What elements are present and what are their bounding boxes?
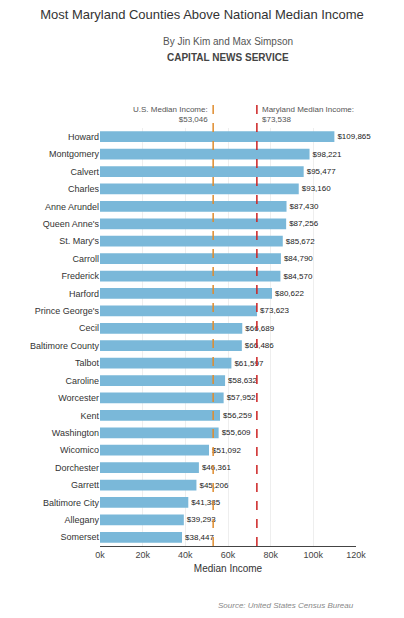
svg-text:$95,477: $95,477: [307, 167, 336, 176]
svg-text:$66,689: $66,689: [245, 324, 274, 333]
svg-text:$93,160: $93,160: [302, 184, 331, 193]
svg-text:60k: 60k: [221, 550, 236, 560]
svg-text:$56,259: $56,259: [223, 411, 252, 420]
svg-text:Median Income: Median Income: [194, 563, 263, 574]
svg-text:Talbot: Talbot: [75, 358, 100, 368]
svg-text:Prince George's: Prince George's: [35, 306, 100, 316]
svg-text:Dorchester: Dorchester: [55, 463, 99, 473]
svg-text:Howard: Howard: [68, 132, 99, 142]
svg-text:$51,092: $51,092: [212, 446, 241, 455]
svg-text:$46,361: $46,361: [202, 463, 231, 472]
svg-text:Calvert: Calvert: [70, 167, 99, 177]
svg-text:$39,293: $39,293: [187, 515, 216, 524]
svg-text:Most Maryland Counties Above N: Most Maryland Counties Above National Me…: [40, 7, 364, 22]
svg-text:$38,447: $38,447: [185, 533, 214, 542]
svg-text:Allegany: Allegany: [64, 515, 99, 525]
svg-text:Carroll: Carroll: [72, 254, 99, 264]
svg-text:Maryland Median Income:$73,538: Maryland Median Income:$73,538: [262, 105, 354, 124]
svg-text:Frederick: Frederick: [61, 271, 99, 281]
svg-text:$58,632: $58,632: [228, 376, 257, 385]
svg-text:Source: United States Census B: Source: United States Census Bureau: [218, 601, 354, 610]
svg-text:Baltimore City: Baltimore City: [43, 498, 100, 508]
svg-text:Worcester: Worcester: [58, 393, 99, 403]
svg-text:20k: 20k: [135, 550, 150, 560]
svg-text:U.S. Median Income:$53,046: U.S. Median Income:$53,046: [133, 105, 208, 124]
svg-text:Somerset: Somerset: [60, 532, 99, 542]
svg-text:$84,570: $84,570: [283, 272, 312, 281]
svg-text:Washington: Washington: [52, 428, 99, 438]
svg-text:Harford: Harford: [69, 289, 99, 299]
svg-text:Wicomico: Wicomico: [60, 445, 99, 455]
svg-text:$61,597: $61,597: [234, 359, 263, 368]
svg-text:$87,256: $87,256: [289, 219, 318, 228]
svg-text:$66,486: $66,486: [245, 341, 274, 350]
svg-text:$80,622: $80,622: [275, 289, 304, 298]
svg-text:120k: 120k: [346, 550, 366, 560]
svg-text:$87,430: $87,430: [290, 202, 319, 211]
svg-text:Baltimore County: Baltimore County: [30, 341, 100, 351]
svg-text:80k: 80k: [263, 550, 278, 560]
svg-text:$45,206: $45,206: [199, 481, 228, 490]
svg-text:Cecil: Cecil: [79, 323, 99, 333]
svg-text:100k: 100k: [304, 550, 324, 560]
svg-text:By Jin Kim and Max Simpson: By Jin Kim and Max Simpson: [163, 36, 293, 47]
svg-text:$85,672: $85,672: [286, 237, 315, 246]
svg-text:St. Mary's: St. Mary's: [59, 236, 99, 246]
svg-text:$109,865: $109,865: [337, 132, 371, 141]
svg-text:Charles: Charles: [68, 184, 100, 194]
svg-text:$98,221: $98,221: [313, 150, 342, 159]
svg-text:Kent: Kent: [80, 411, 99, 421]
svg-text:Garrett: Garrett: [71, 480, 100, 490]
svg-text:$55,609: $55,609: [222, 428, 251, 437]
svg-text:CAPITAL NEWS SERVICE: CAPITAL NEWS SERVICE: [167, 52, 289, 63]
svg-text:Queen Anne's: Queen Anne's: [43, 219, 100, 229]
svg-text:$73,623: $73,623: [260, 306, 289, 315]
svg-text:40k: 40k: [178, 550, 193, 560]
svg-text:$41,385: $41,385: [191, 498, 220, 507]
svg-text:Anne Arundel: Anne Arundel: [45, 202, 99, 212]
svg-text:0k: 0k: [95, 550, 105, 560]
svg-text:Montgomery: Montgomery: [49, 149, 100, 159]
svg-text:$84,790: $84,790: [284, 254, 313, 263]
svg-text:$57,952: $57,952: [227, 393, 256, 402]
svg-text:Caroline: Caroline: [65, 376, 99, 386]
